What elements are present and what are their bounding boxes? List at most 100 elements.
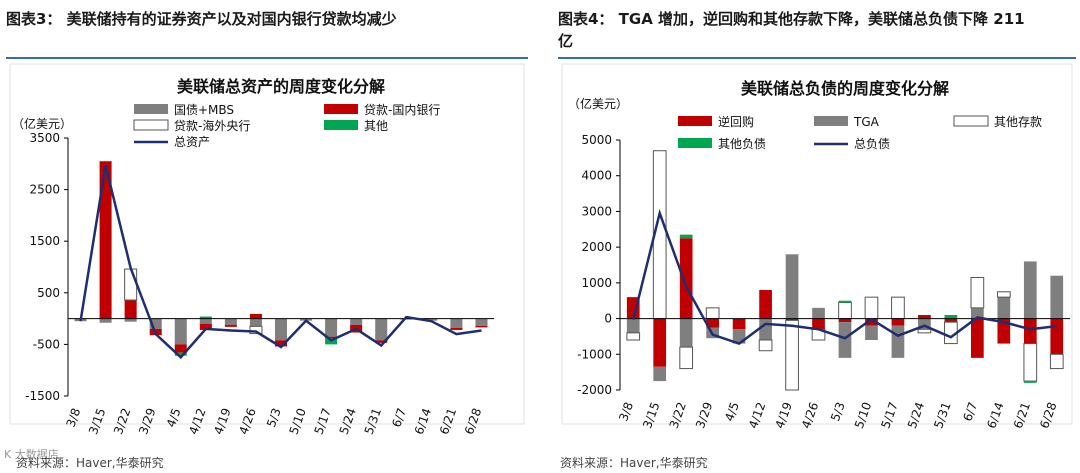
bar-国债+MBS-6/7 — [400, 318, 413, 320]
bar-其他存款-5/17 — [891, 296, 905, 320]
chart-title: 美联储总资产的周度变化分解 — [177, 77, 385, 96]
bar-逆回购-5/24 — [918, 315, 931, 319]
bar-国债+MBS-4/12 — [199, 318, 212, 324]
bar-贷款-国内银行-4/26 — [249, 313, 262, 319]
bar-逆回购-5/10 — [865, 318, 878, 326]
y-tick-label: 2500 — [29, 183, 60, 197]
bar-国债+MBS-5/24 — [350, 318, 363, 325]
legend-swatch-其他 — [324, 120, 358, 130]
y-tick-label: 3500 — [29, 131, 60, 145]
x-tick-label: 3/15 — [86, 406, 108, 436]
y-axis-unit-label: （亿美元） — [568, 96, 628, 111]
x-tick-label: 6/14 — [412, 406, 434, 436]
x-tick-label: 3/8 — [616, 400, 636, 423]
y-tick-label: -1000 — [577, 347, 612, 361]
bar-逆回购-3/15 — [653, 318, 667, 367]
x-tick-label: 4/19 — [773, 400, 795, 430]
bar-贷款-国内银行-5/17 — [325, 336, 338, 339]
legend-label-其他负债: 其他负债 — [718, 137, 766, 151]
chart-frame — [9, 63, 525, 425]
legend-label-国债+MBS: 国债+MBS — [174, 103, 234, 117]
legend-label-贷款-海外央行: 贷款-海外央行 — [174, 118, 250, 133]
right-caption-line2: 亿 — [558, 32, 574, 50]
y-tick-label: 4000 — [581, 169, 612, 183]
x-tick-label: 6/28 — [462, 406, 484, 436]
bar-其他-4/5 — [174, 352, 187, 356]
bar-逆回购-6/21 — [1023, 318, 1037, 344]
bar-其他存款-5/10 — [864, 296, 879, 320]
chart-title: 美联储总负债的周度变化分解 — [741, 79, 949, 98]
bar-国债+MBS-6/14 — [425, 318, 438, 321]
bar-贷款-海外央行-4/26 — [249, 325, 263, 335]
x-tick-label: 4/26 — [236, 406, 258, 436]
x-tick-label: 3/15 — [640, 400, 662, 430]
y-tick-label: 1500 — [29, 234, 60, 248]
bar-逆回购-3/29 — [706, 318, 719, 328]
x-tick-label: 4/12 — [186, 406, 208, 436]
x-tick-label: 3/22 — [667, 400, 689, 430]
bar-国债+MBS-3/29 — [149, 318, 162, 329]
y-tick-label: 2000 — [581, 240, 612, 254]
y-tick-label: -500 — [33, 337, 60, 351]
bar-逆回购-6/14 — [997, 318, 1011, 344]
bar-国债+MBS-4/19 — [224, 318, 237, 325]
x-tick-label: 5/17 — [878, 400, 900, 430]
bar-逆回购-6/7 — [971, 318, 984, 358]
bar-贷款-国内银行-5/3 — [274, 340, 288, 347]
x-tick-label: 4/5 — [164, 406, 184, 429]
bar-其他存款-3/22 — [679, 346, 694, 370]
legend-swatch-逆回购 — [678, 116, 712, 126]
bar-TGA-5/3 — [838, 322, 852, 358]
legend-swatch-TGA — [814, 116, 848, 126]
y-tick-label: 5000 — [581, 133, 612, 147]
left-caption-divider — [6, 57, 528, 59]
bar-逆回购-5/31 — [944, 318, 958, 323]
bar-逆回购-6/28 — [1050, 318, 1064, 355]
x-tick-label: 3/8 — [64, 406, 84, 429]
x-tick-label: 4/26 — [799, 400, 821, 430]
right-caption-divider — [558, 57, 1076, 59]
y-tick-label: -1500 — [25, 389, 60, 403]
x-tick-label: 6/28 — [1037, 400, 1059, 430]
bar-贷款-国内银行-4/5 — [174, 344, 187, 353]
bar-国债+MBS-4/5 — [174, 318, 187, 345]
bar-国债+MBS-6/21 — [450, 318, 463, 328]
bar-TGA-5/17 — [891, 325, 905, 358]
bar-贷款-国内银行-5/31 — [375, 340, 388, 343]
bar-TGA-3/22 — [679, 318, 693, 348]
legend-swatch-贷款-国内银行 — [324, 104, 358, 114]
bar-其他存款-3/29 — [705, 307, 720, 320]
bar-其他负债-5/31 — [944, 315, 958, 319]
bar-其他负债-6/21 — [1023, 381, 1037, 383]
x-tick-label: 3/22 — [111, 406, 133, 436]
y-tick-label: 3000 — [581, 204, 612, 218]
y-tick-label: 1000 — [581, 276, 612, 290]
bar-贷款-国内银行-4/19 — [224, 324, 237, 327]
x-tick-label: 6/21 — [1011, 400, 1033, 430]
bar-其他-4/12 — [199, 316, 212, 319]
y-axis-unit-label: （亿美元） — [12, 116, 72, 131]
bar-TGA-5/24 — [918, 318, 931, 330]
bar-贷款-国内银行-6/21 — [450, 327, 463, 330]
right-chart-caption: 图表4： TGA 增加，逆回购和其他存款下降，美联储总负债下降 211 亿 — [558, 8, 1076, 52]
left-chart: 美联储总资产的周度变化分解 （亿美元） -1500 -500 500 1500 2500 35… — [9, 63, 525, 436]
bar-贷款-国内银行-6/28 — [475, 325, 488, 328]
x-tick-label: 5/10 — [287, 406, 309, 436]
bar-TGA-3/15 — [653, 366, 667, 382]
x-tick-label: 6/7 — [389, 406, 409, 429]
x-tick-label: 5/24 — [337, 406, 359, 436]
bar-国债+MBS-4/26 — [249, 318, 262, 327]
bar-逆回购-4/5 — [732, 318, 746, 330]
legend-swatch-其他存款 — [953, 115, 989, 127]
bar-TGA-4/12 — [759, 318, 772, 340]
bar-其他存款-6/21 — [1023, 343, 1038, 382]
bar-TGA-5/10 — [865, 325, 878, 340]
legend-label-总资产: 总资产 — [174, 135, 210, 149]
x-tick-label: 3/29 — [136, 406, 158, 436]
bar-国债+MBS-3/22 — [124, 318, 137, 322]
y-tick-label: -2000 — [577, 383, 612, 397]
right-caption-line1: 图表4： TGA 增加，逆回购和其他存款下降，美联储总负债下降 211 — [558, 10, 1025, 28]
bar-国债+MBS-5/3 — [274, 318, 288, 341]
x-tick-label: 3/29 — [693, 400, 715, 430]
bar-其他存款-6/7 — [970, 277, 985, 309]
